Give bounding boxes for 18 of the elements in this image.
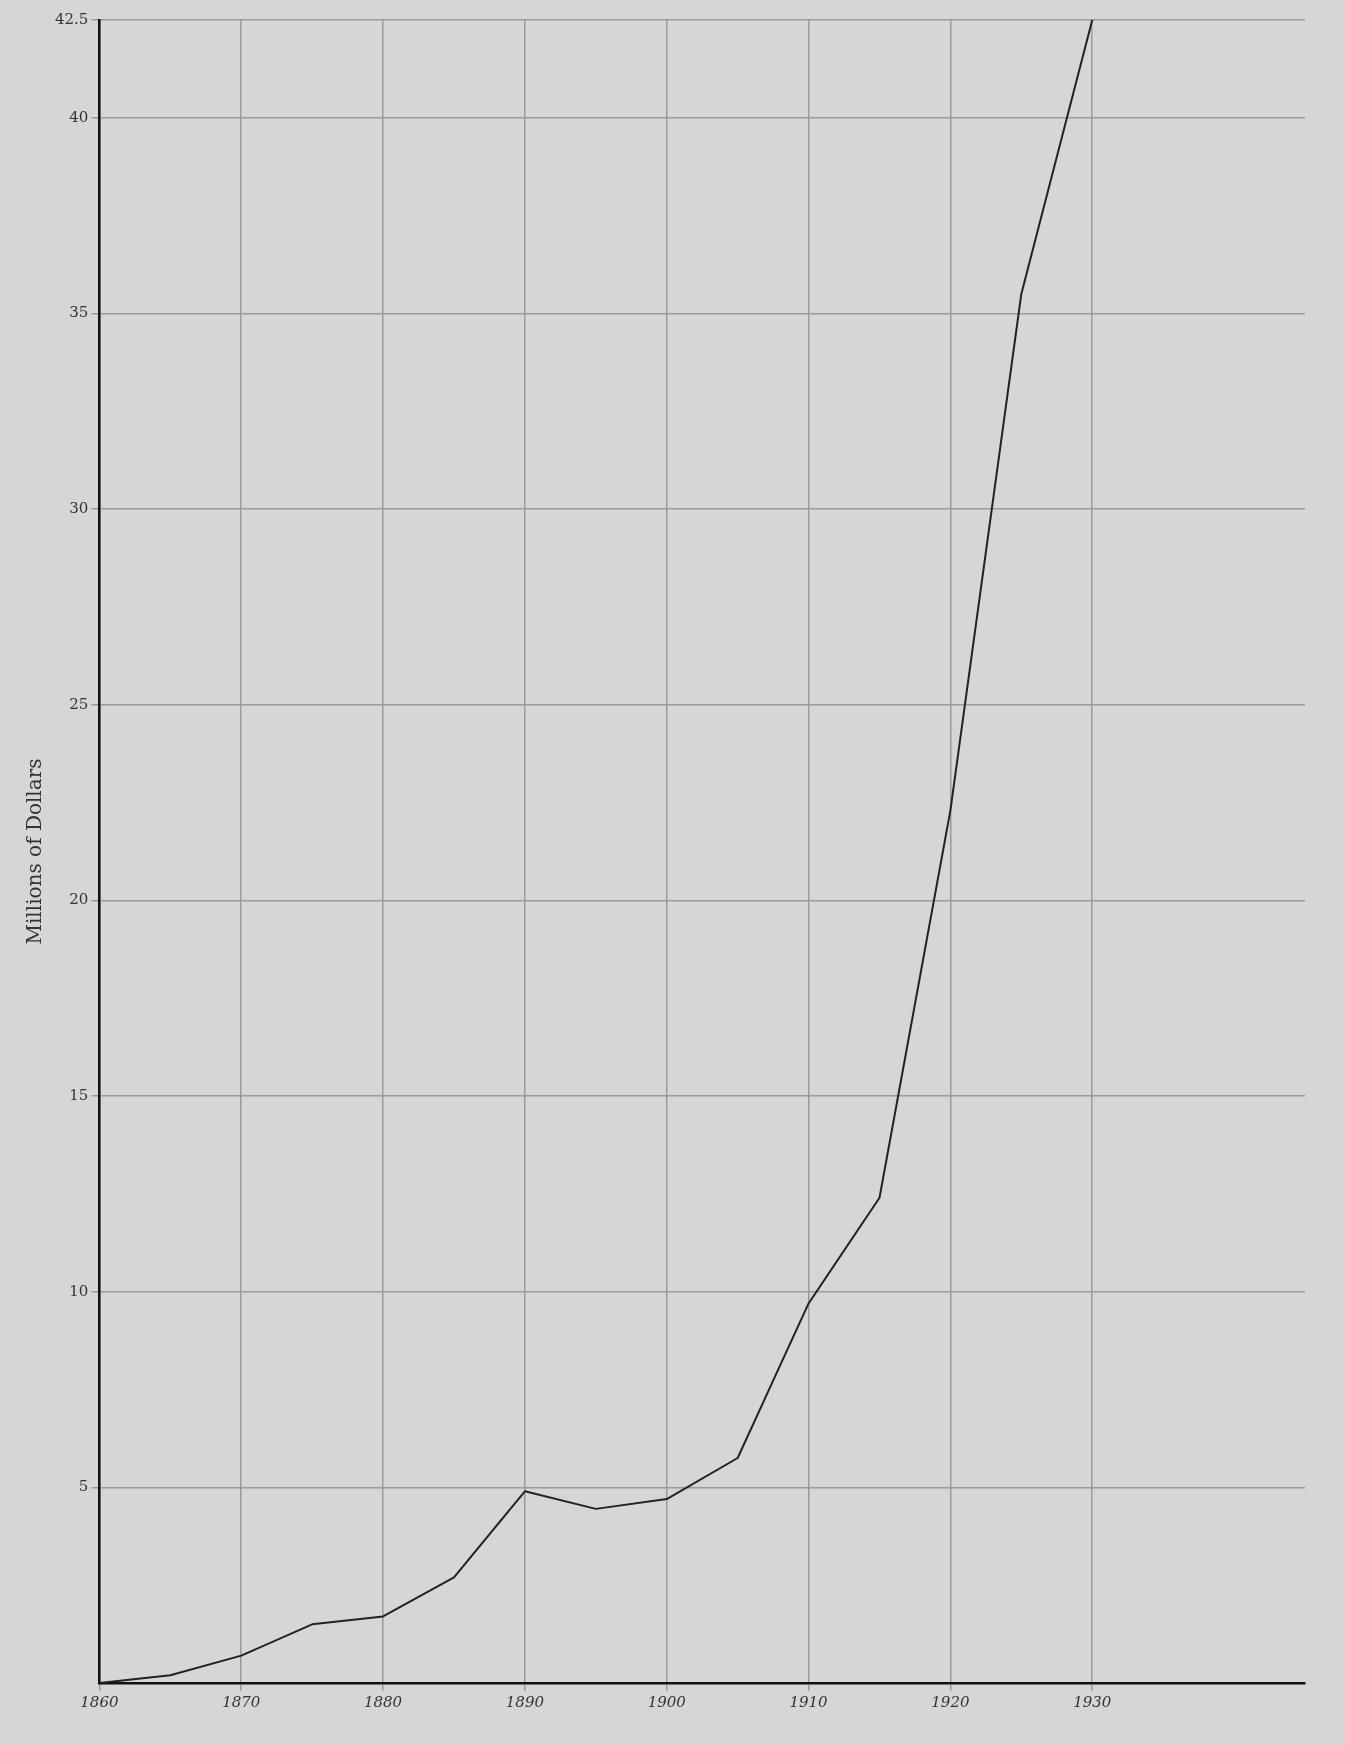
x-tick-label: 1900 — [647, 1692, 687, 1711]
y-tick-label: 35 — [69, 303, 89, 322]
y-axis-title: Millions of Dollars — [22, 758, 47, 945]
y-tick-label: 42.5 — [54, 9, 89, 28]
x-tick-label: 1890 — [505, 1692, 545, 1711]
x-tick-label: 1860 — [80, 1692, 119, 1711]
y-tick-label: 5 — [78, 1477, 89, 1496]
y-tick-label: 40 — [69, 107, 89, 126]
y-tick-label: 25 — [69, 694, 89, 713]
x-tick-label: 1920 — [931, 1692, 970, 1711]
x-tick-label: 1910 — [789, 1692, 829, 1711]
y-tick-label: 10 — [69, 1281, 89, 1300]
y-tick-label: 30 — [69, 499, 89, 518]
y-tick-label: 15 — [69, 1085, 89, 1104]
x-tick-label: 1930 — [1073, 1692, 1112, 1711]
x-tick-label: 1880 — [363, 1692, 403, 1711]
x-tick-label: 1870 — [222, 1692, 261, 1711]
y-tick-label: 20 — [69, 890, 89, 909]
